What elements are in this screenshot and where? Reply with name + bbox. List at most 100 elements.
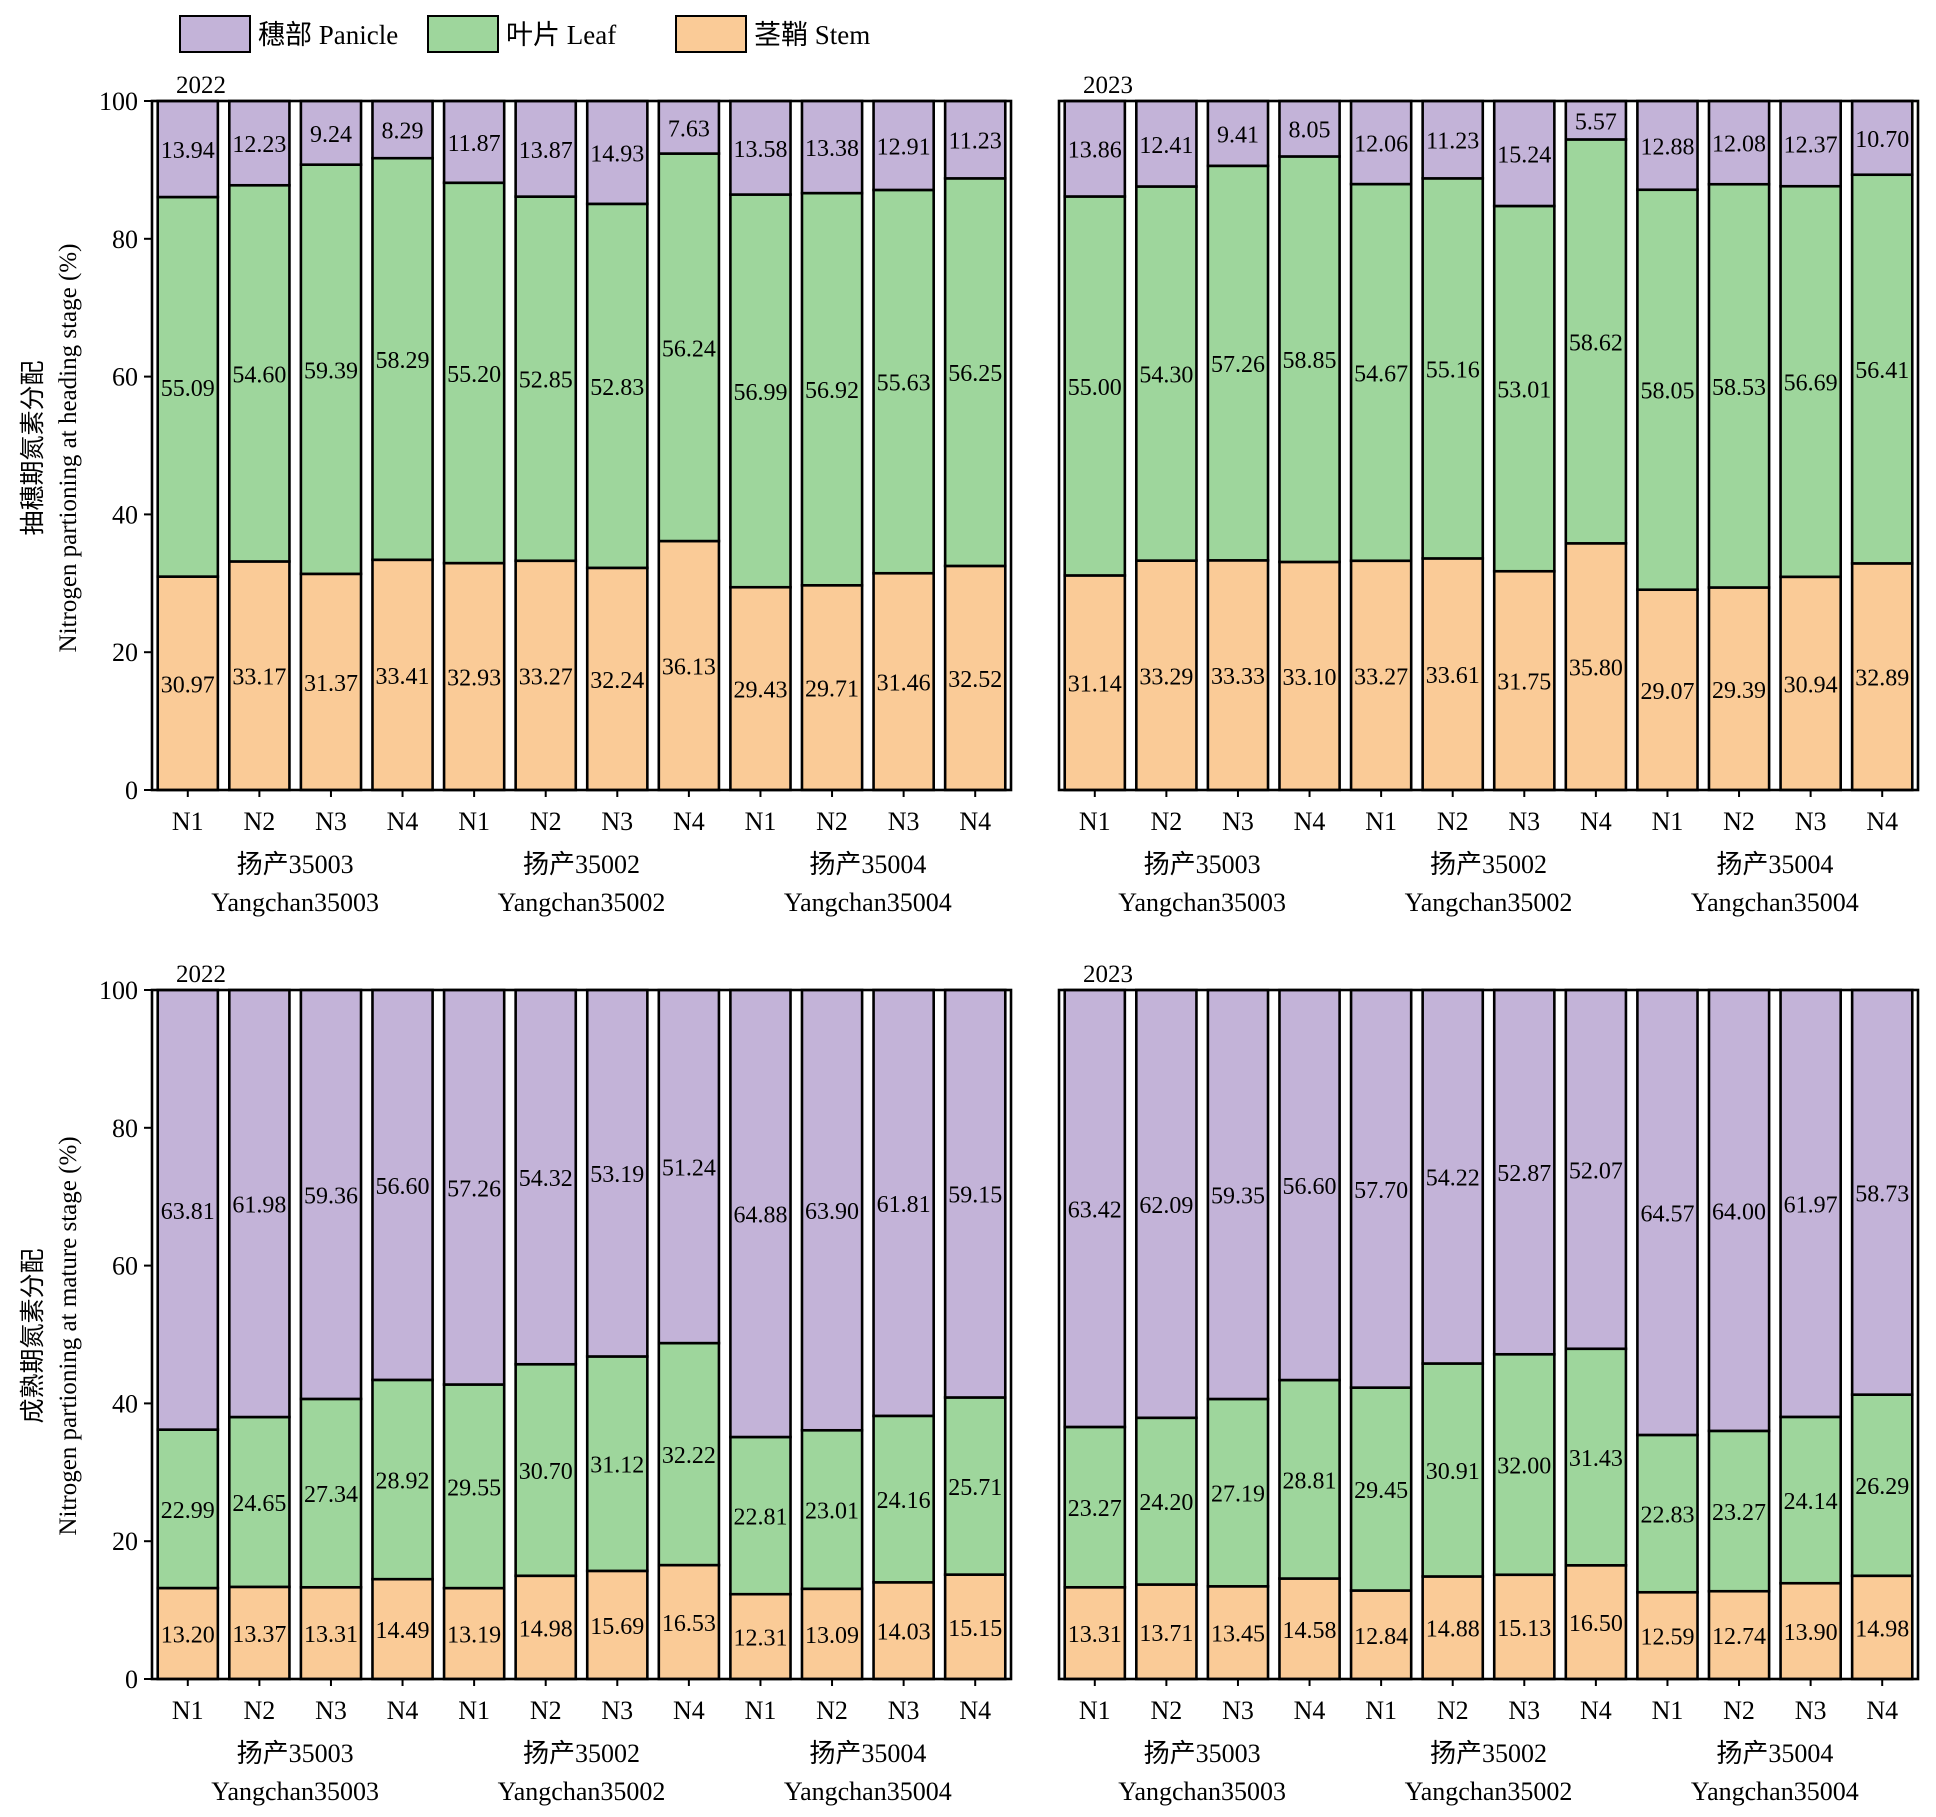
group-label-en: Yangchan35003	[211, 1777, 379, 1806]
x-tick-label: N3	[1508, 1696, 1540, 1725]
bar-segment-leaf	[514, 195, 578, 563]
data-label-panicle: 9.24	[310, 122, 352, 148]
data-label-stem: 32.24	[590, 668, 644, 694]
data-label-stem: 15.15	[948, 1616, 1002, 1642]
data-label-leaf: 58.05	[1640, 379, 1694, 405]
data-label-stem: 33.17	[232, 665, 286, 691]
y-axis-label-heading-zh: 抽穗期氮素分配	[19, 360, 47, 535]
data-label-stem: 13.20	[161, 1623, 215, 1649]
data-label-stem: 29.07	[1640, 679, 1694, 705]
data-label-stem: 31.14	[1068, 672, 1122, 698]
data-label-leaf: 55.16	[1426, 357, 1480, 383]
bar-segment-leaf	[800, 191, 864, 587]
bar-segment-leaf	[872, 1414, 935, 1584]
bar-segment-stem	[585, 566, 649, 792]
data-label-leaf: 22.99	[161, 1498, 215, 1524]
group-label-zh: 扬产35003	[237, 850, 354, 879]
x-tick-label: N3	[1508, 807, 1540, 836]
data-label-stem: 13.45	[1211, 1622, 1265, 1648]
bar-segment-panicle	[1492, 99, 1556, 208]
data-label-leaf: 24.65	[232, 1491, 286, 1517]
data-label-leaf: 59.39	[304, 358, 358, 384]
bar-segment-stem	[800, 1587, 864, 1681]
bar-segment-panicle	[1063, 99, 1127, 198]
data-label-stem: 13.09	[805, 1623, 859, 1649]
group-label-zh: 扬产35003	[237, 1739, 354, 1768]
bar-segment-stem	[156, 1586, 220, 1681]
bar-segment-stem	[1850, 562, 1914, 792]
data-label-leaf: 28.81	[1283, 1468, 1337, 1494]
group-label-zh: 扬产35003	[1144, 850, 1261, 879]
data-label-stem: 32.89	[1855, 666, 1909, 692]
x-tick-label: N3	[1795, 807, 1827, 836]
bar-segment-panicle	[1135, 988, 1198, 1420]
data-label-stem: 33.27	[1354, 664, 1408, 690]
bar-segment-stem	[1779, 575, 1842, 792]
bar-segment-panicle	[1707, 99, 1771, 186]
y-tick-label: 0	[125, 1665, 138, 1694]
bar-segment-leaf	[371, 156, 434, 562]
bar-segment-panicle	[800, 988, 864, 1432]
x-tick-label: N1	[745, 807, 777, 836]
bar-segment-leaf	[1278, 1378, 1341, 1580]
x-tick-label: N2	[1150, 1696, 1182, 1725]
group-label-zh: 扬产35004	[809, 850, 926, 879]
bar-segment-panicle	[442, 988, 506, 1386]
legend: 穗部 Panicle 叶片 Leaf 茎鞘 Stem	[179, 15, 870, 53]
data-label-leaf: 29.45	[1354, 1478, 1408, 1504]
data-label-stem: 29.71	[805, 677, 859, 703]
bar-segment-leaf	[1636, 1433, 1699, 1594]
data-label-leaf: 55.20	[447, 362, 501, 388]
data-label-leaf: 56.24	[662, 336, 716, 362]
data-label-stem: 33.61	[1426, 663, 1480, 689]
x-tick-label: N2	[1150, 807, 1182, 836]
data-label-leaf: 31.12	[590, 1453, 644, 1479]
plot-frame	[1057, 99, 1920, 792]
bar-segment-panicle	[872, 988, 935, 1418]
x-tick-label: N1	[1652, 1696, 1684, 1725]
data-label-panicle: 13.87	[519, 138, 573, 164]
y-tick-label: 40	[112, 500, 138, 529]
data-label-panicle: 59.35	[1211, 1184, 1265, 1210]
data-label-stem: 14.49	[376, 1618, 430, 1644]
data-label-panicle: 11.23	[949, 129, 1002, 155]
data-label-leaf: 22.83	[1640, 1503, 1694, 1529]
data-label-leaf: 58.53	[1712, 375, 1766, 401]
bar-segment-leaf	[800, 1428, 864, 1591]
bar-segment-panicle	[1636, 988, 1699, 1437]
data-label-leaf: 56.25	[948, 361, 1002, 387]
bar-segment-panicle	[1564, 99, 1628, 141]
data-label-leaf: 52.83	[590, 375, 644, 401]
x-tick-label: N4	[1294, 807, 1326, 836]
bar-segment-panicle	[943, 988, 1007, 1399]
data-label-leaf: 58.85	[1283, 348, 1337, 374]
data-label-panicle: 53.19	[590, 1162, 644, 1188]
bar-segment-panicle	[156, 988, 220, 1431]
data-label-stem: 15.13	[1497, 1616, 1551, 1642]
x-tick-label: N1	[458, 807, 490, 836]
data-label-panicle: 12.88	[1640, 134, 1694, 160]
data-label-leaf: 23.27	[1068, 1496, 1122, 1522]
bar-segment-stem	[156, 575, 220, 792]
data-label-panicle: 13.58	[733, 137, 787, 163]
data-label-leaf: 30.70	[519, 1459, 573, 1485]
legend-swatch-leaf	[427, 15, 499, 53]
bar-segment-panicle	[1779, 99, 1842, 188]
data-label-stem: 30.97	[161, 672, 215, 698]
bar-segment-stem	[1421, 1575, 1485, 1681]
data-label-stem: 33.10	[1283, 665, 1337, 691]
bar-segment-stem	[299, 1585, 363, 1681]
bar-segment-panicle	[1063, 988, 1127, 1429]
y-tick-label: 20	[112, 638, 138, 667]
bar-segment-leaf	[299, 163, 363, 576]
bar-segment-panicle	[729, 988, 792, 1439]
data-label-leaf: 56.92	[805, 378, 859, 404]
data-label-panicle: 12.06	[1354, 132, 1408, 158]
group-label-en: Yangchan35004	[1691, 1777, 1859, 1806]
bar-segment-leaf	[729, 193, 792, 589]
data-label-panicle: 15.24	[1497, 143, 1551, 169]
data-label-panicle: 10.70	[1855, 127, 1909, 153]
group-label-zh: 扬产35002	[523, 1739, 640, 1768]
bar-segment-panicle	[442, 99, 506, 185]
data-label-panicle: 64.88	[733, 1203, 787, 1229]
